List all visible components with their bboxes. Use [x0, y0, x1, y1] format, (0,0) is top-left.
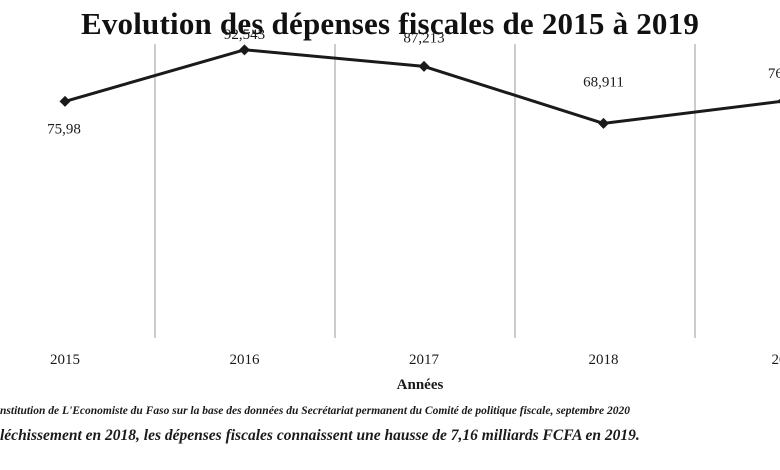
x-tick-label-2015: 2015	[50, 352, 80, 368]
data-label-2018: 68,911	[583, 74, 624, 90]
chart-source-note: nstitution de L'Economiste du Faso sur l…	[0, 405, 630, 417]
data-point-marker-2018	[598, 117, 609, 129]
chart-caption: léchissement en 2018, les dépenses fisca…	[0, 427, 640, 444]
chart-title: Evolution des dépenses fiscales de 2015 …	[80, 6, 700, 41]
data-label-2017: 87,213	[403, 30, 444, 46]
data-point-marker-2019	[777, 98, 780, 104]
data-point-marker-2017	[418, 60, 430, 72]
x-tick-label-2019: 20	[772, 352, 780, 368]
data-label-2016: 92,543	[224, 27, 265, 43]
data-label-2015: 75,98	[47, 121, 81, 137]
x-tick-label-2016: 2016	[230, 352, 261, 368]
x-tick-label-2017: 2017	[409, 352, 440, 368]
series-line	[64, 48, 780, 125]
x-axis-label: Années	[397, 377, 444, 393]
x-tick-label-2018: 2018	[589, 352, 619, 368]
data-point-marker-2015	[59, 95, 71, 107]
data-point-marker-2016	[239, 44, 250, 56]
data-label-2019: 76,0	[768, 66, 780, 82]
line-chart: 75,98 92,543 87,213 68,911 76,0 2015 2016 2017…	[47, 27, 780, 393]
